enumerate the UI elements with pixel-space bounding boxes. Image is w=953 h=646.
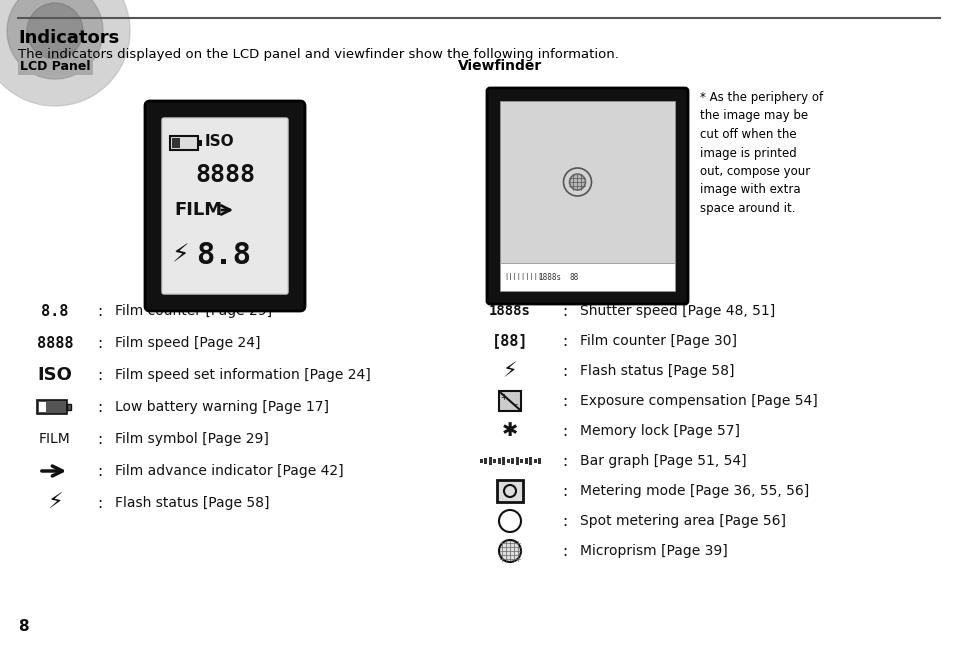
Text: 8.8: 8.8: [195, 240, 251, 269]
Text: 1888s: 1888s: [537, 273, 560, 282]
Bar: [172, 138, 180, 148]
Text: :: :: [562, 424, 567, 439]
Bar: [489, 457, 492, 465]
Text: * As the periphery of
the image may be
cut off when the
image is printed
out, co: * As the periphery of the image may be c…: [700, 91, 822, 215]
Circle shape: [569, 174, 585, 190]
Text: +: +: [500, 393, 507, 402]
Text: Film counter [Page 29]: Film counter [Page 29]: [115, 304, 272, 318]
Text: 8888: 8888: [194, 163, 254, 187]
Text: Film advance indicator [Page 42]: Film advance indicator [Page 42]: [115, 464, 343, 478]
Bar: [479, 459, 482, 463]
Bar: [506, 459, 510, 463]
Text: The indicators displayed on the LCD panel and viewfinder show the following info: The indicators displayed on the LCD pane…: [18, 48, 618, 61]
Circle shape: [0, 0, 130, 106]
Text: Viewfinder: Viewfinder: [457, 59, 541, 73]
Text: [88]: [88]: [491, 333, 528, 348]
Bar: [198, 140, 202, 146]
Circle shape: [498, 540, 520, 562]
Text: :: :: [562, 304, 567, 318]
Circle shape: [7, 0, 103, 79]
FancyBboxPatch shape: [145, 101, 305, 311]
Bar: [499, 263, 675, 291]
Bar: [524, 458, 527, 464]
Text: Film counter [Page 30]: Film counter [Page 30]: [579, 334, 737, 348]
Bar: [534, 459, 537, 463]
Text: Flash status [Page 58]: Flash status [Page 58]: [115, 496, 269, 510]
Text: Shutter speed [Page 48, 51]: Shutter speed [Page 48, 51]: [579, 304, 775, 318]
Text: :: :: [97, 399, 103, 415]
Text: 8.8: 8.8: [41, 304, 69, 318]
Text: FILM: FILM: [39, 432, 71, 446]
Text: :: :: [97, 463, 103, 479]
Text: 8: 8: [18, 619, 29, 634]
Bar: [511, 458, 514, 464]
Text: Metering mode [Page 36, 55, 56]: Metering mode [Page 36, 55, 56]: [579, 484, 808, 498]
FancyBboxPatch shape: [162, 118, 288, 294]
Bar: [67, 404, 71, 410]
Text: FILM: FILM: [173, 201, 222, 219]
Bar: [497, 480, 522, 502]
Text: Film speed [Page 24]: Film speed [Page 24]: [115, 336, 260, 350]
Text: LCD Panel: LCD Panel: [20, 59, 91, 72]
Text: Low battery warning [Page 17]: Low battery warning [Page 17]: [115, 400, 329, 414]
Text: |||||||||: |||||||||: [503, 273, 541, 280]
Text: ⚡: ⚡: [172, 243, 190, 267]
Text: Bar graph [Page 51, 54]: Bar graph [Page 51, 54]: [579, 454, 746, 468]
Text: ISO: ISO: [37, 366, 72, 384]
Text: :: :: [562, 453, 567, 468]
Text: ⚡: ⚡: [502, 361, 517, 381]
Text: Spot metering area [Page 56]: Spot metering area [Page 56]: [579, 514, 785, 528]
Text: :: :: [97, 432, 103, 446]
FancyBboxPatch shape: [486, 88, 687, 304]
Bar: [502, 457, 505, 465]
Text: :: :: [562, 393, 567, 408]
Bar: [498, 391, 520, 411]
Text: :: :: [562, 364, 567, 379]
Text: :: :: [97, 335, 103, 351]
Text: Microprism [Page 39]: Microprism [Page 39]: [579, 544, 727, 558]
Text: Flash status [Page 58]: Flash status [Page 58]: [579, 364, 734, 378]
Text: Film symbol [Page 29]: Film symbol [Page 29]: [115, 432, 269, 446]
Text: 88: 88: [569, 273, 578, 282]
Text: -: -: [514, 401, 517, 410]
Text: :: :: [562, 333, 567, 348]
Text: :: :: [97, 304, 103, 318]
Bar: [39, 402, 46, 412]
Bar: [537, 458, 541, 464]
Bar: [520, 459, 523, 463]
Text: ⚡: ⚡: [47, 493, 63, 513]
Bar: [516, 457, 518, 465]
Bar: [170, 136, 198, 150]
Text: :: :: [97, 495, 103, 510]
Bar: [484, 458, 487, 464]
Text: Indicators: Indicators: [18, 29, 119, 47]
Text: Exposure compensation [Page 54]: Exposure compensation [Page 54]: [579, 394, 817, 408]
Text: Memory lock [Page 57]: Memory lock [Page 57]: [579, 424, 740, 438]
Text: Film speed set information [Page 24]: Film speed set information [Page 24]: [115, 368, 371, 382]
Text: :: :: [97, 368, 103, 382]
Bar: [37, 400, 67, 414]
Text: ✱: ✱: [501, 421, 517, 441]
Text: :: :: [562, 543, 567, 559]
Circle shape: [27, 3, 83, 59]
Bar: [18, 59, 92, 75]
Text: :: :: [562, 514, 567, 528]
Text: 8888: 8888: [37, 335, 73, 351]
Text: 1888s: 1888s: [489, 304, 531, 318]
Bar: [493, 459, 496, 463]
Bar: [499, 101, 675, 263]
Bar: [529, 457, 532, 465]
Bar: [497, 458, 500, 464]
Text: :: :: [562, 483, 567, 499]
Text: ISO: ISO: [204, 134, 233, 149]
